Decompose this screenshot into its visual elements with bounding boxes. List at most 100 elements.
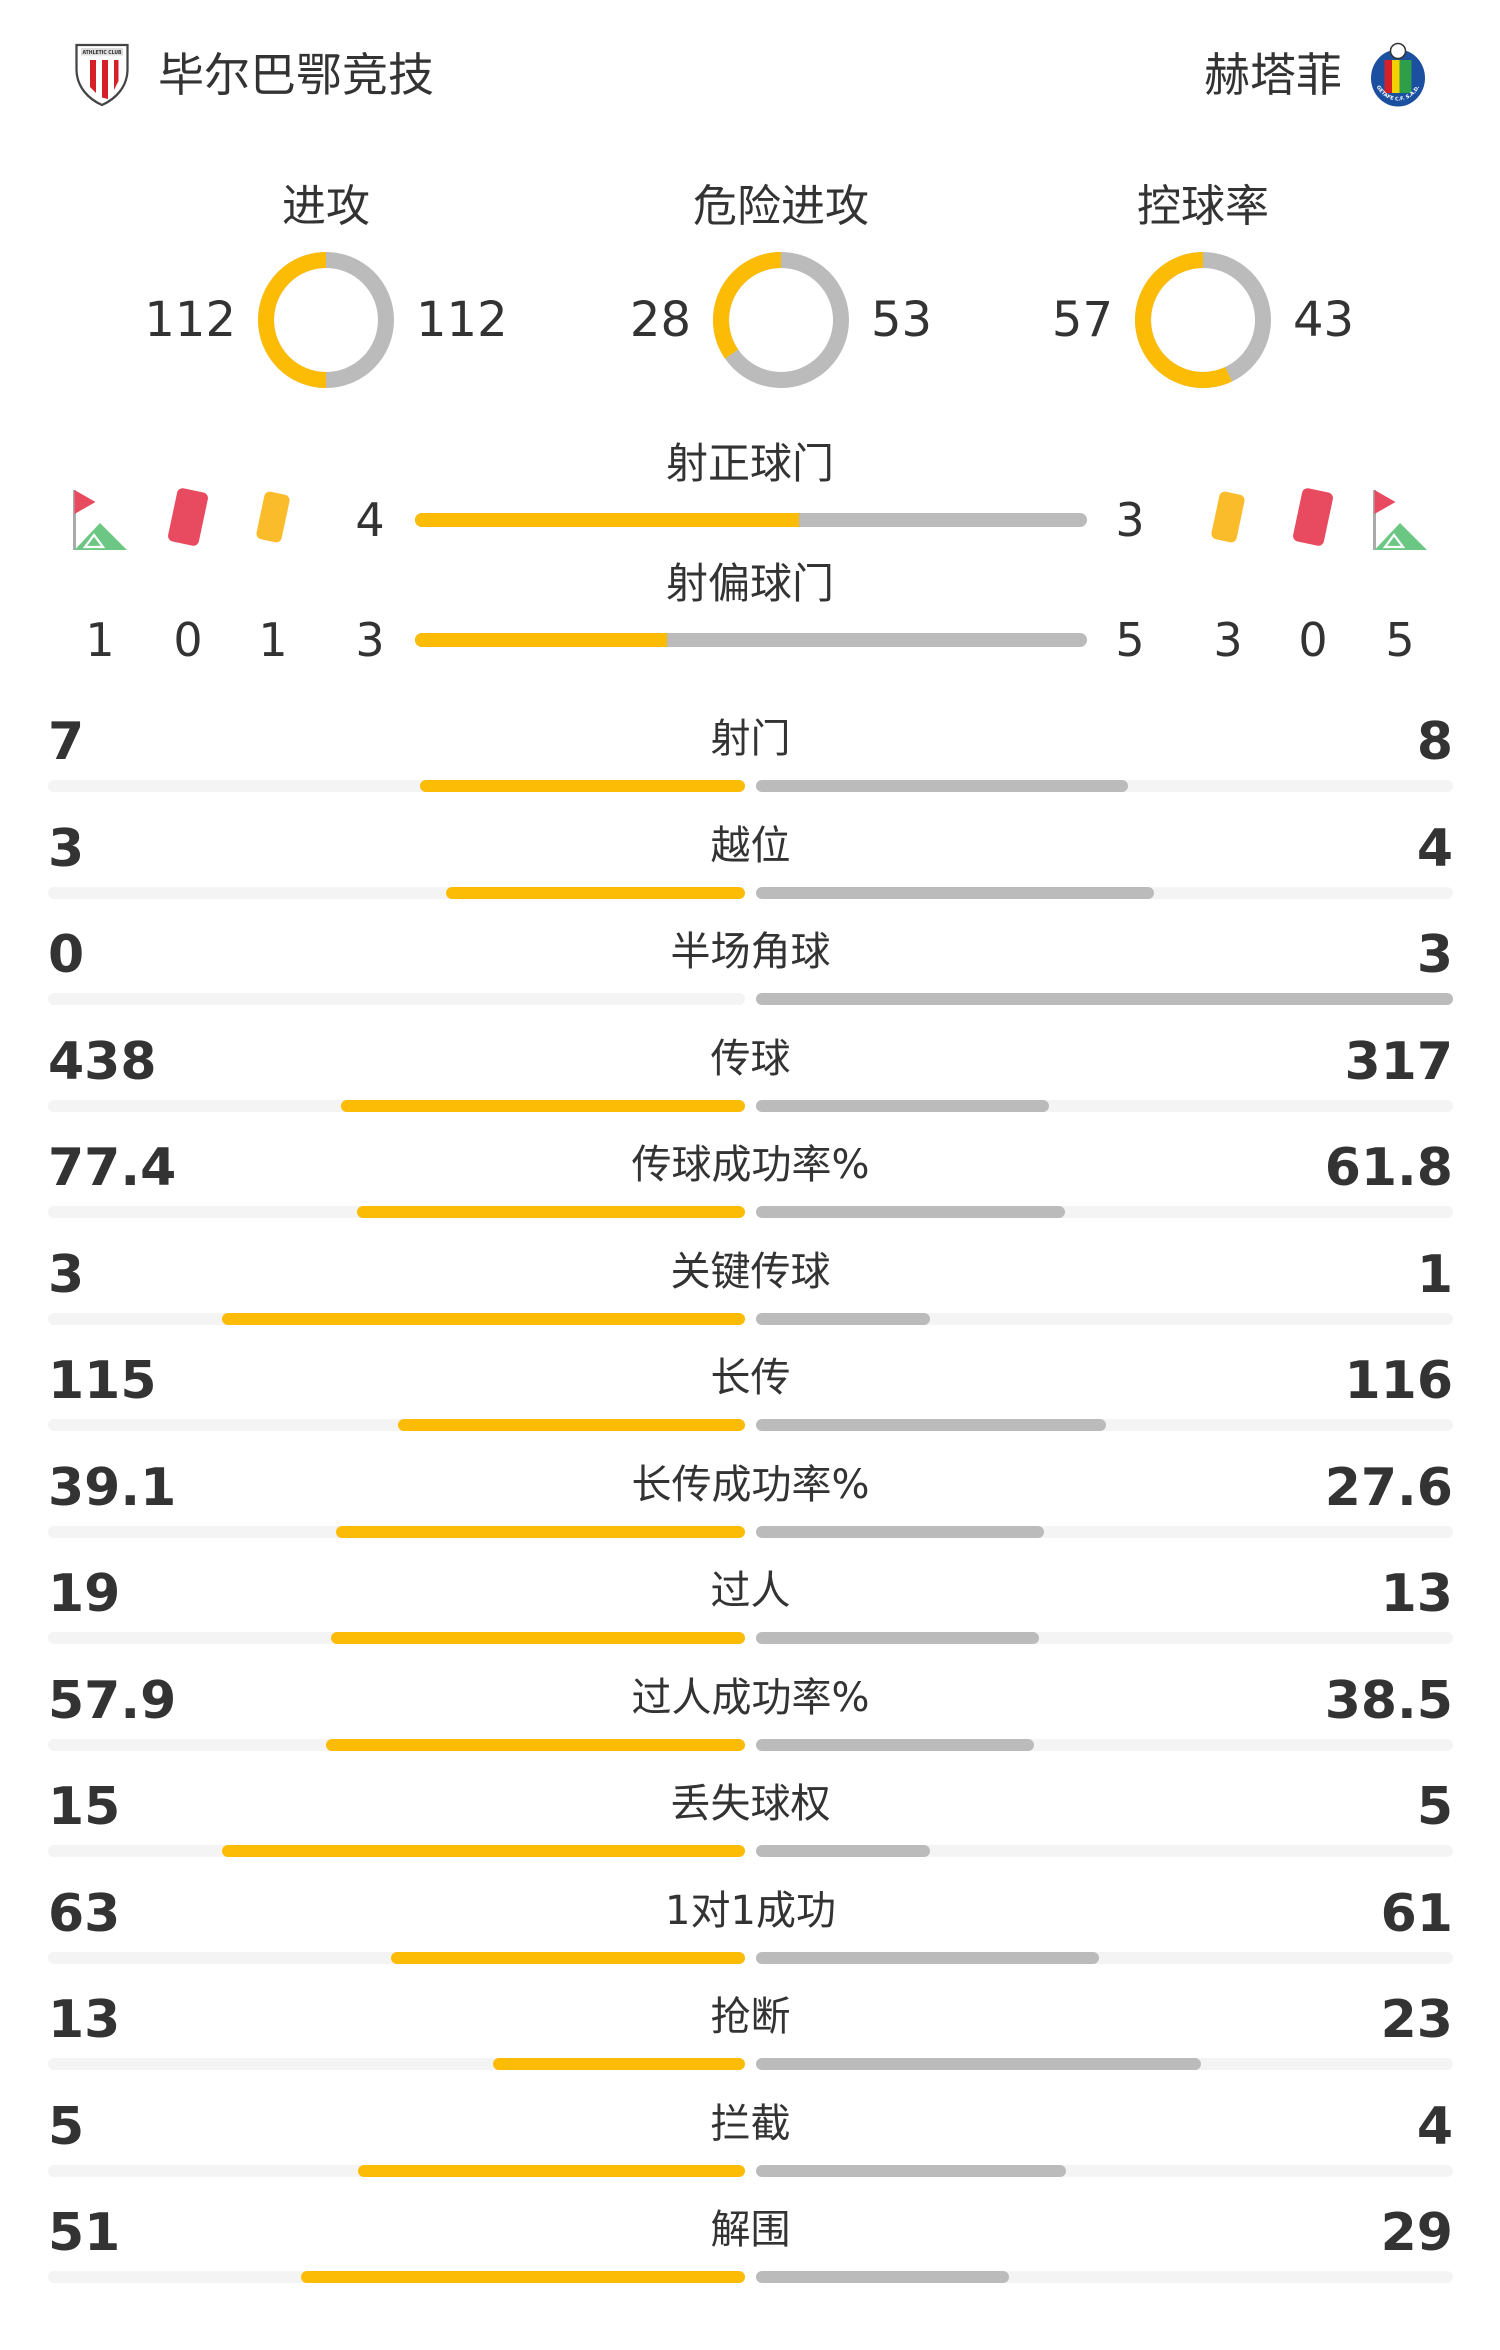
stat-row: 115 长传 116	[48, 1351, 1453, 1457]
stat-away-fill	[756, 1845, 931, 1857]
stat-away-track	[756, 1206, 1453, 1218]
stat-label: 抢断	[710, 1994, 791, 2040]
yellow-card-icon	[1211, 491, 1245, 543]
donut-home-value: 112	[144, 292, 236, 348]
stat-label: 解围	[710, 2207, 791, 2253]
stat-away-fill	[756, 1525, 1045, 1538]
stat-row: 15 丢失球权 5	[48, 1777, 1453, 1883]
stat-away-fill	[756, 886, 1155, 899]
stat-away-track	[756, 780, 1453, 792]
donut-title: 进攻	[282, 181, 370, 232]
home-shots-on-target: 4	[355, 493, 385, 547]
stat-label: 1对1成功	[665, 1887, 836, 1934]
stat-home-track	[48, 2271, 745, 2283]
stat-home-track	[48, 1099, 745, 1112]
home-red-cards: 0	[173, 613, 203, 667]
stat-home-value: 77.4	[48, 1138, 177, 1198]
shots-on-target-home-fill	[415, 513, 799, 527]
stat-home-fill	[357, 2164, 745, 2177]
stat-away-fill	[756, 1099, 1049, 1112]
stat-label: 过人	[710, 1568, 791, 1614]
shots-on-target-bar	[415, 513, 1087, 527]
stat-home-fill	[336, 1525, 745, 1538]
stat-away-track	[756, 1099, 1453, 1112]
stat-row: 51 解围 29	[48, 2203, 1453, 2309]
corner-flag-icon	[1373, 490, 1427, 550]
stat-label: 关键传球	[670, 1248, 831, 1295]
corner-flag-icon	[73, 490, 127, 550]
stat-home-fill	[493, 2058, 745, 2070]
stat-home-value: 15	[48, 1777, 121, 1837]
stat-away-value: 8	[1416, 712, 1453, 772]
stat-home-track	[48, 2058, 745, 2070]
stat-label: 射门	[710, 716, 791, 762]
donut-away-value: 53	[871, 292, 933, 348]
stat-away-track	[756, 1845, 1453, 1857]
stat-away-fill	[756, 1632, 1040, 1644]
donut-title: 危险进攻	[693, 181, 869, 232]
stat-home-track	[48, 1206, 745, 1218]
stat-row: 0 半场角球 3	[48, 925, 1453, 1031]
stat-home-value: 39.1	[48, 1457, 177, 1518]
stat-home-value: 438	[48, 1031, 157, 1092]
stat-home-track	[48, 780, 745, 792]
stat-home-fill	[390, 1951, 745, 1964]
stat-home-track	[48, 2164, 745, 2177]
stat-home-value: 13	[48, 1990, 121, 2050]
stat-home-fill	[331, 1632, 745, 1644]
donut-home-arc	[258, 252, 394, 388]
donut-home-value: 28	[629, 292, 691, 348]
stat-away-fill	[756, 1312, 931, 1325]
stat-home-track	[48, 1312, 745, 1325]
stat-row: 57.9 过人成功率% 38.5	[48, 1671, 1453, 1777]
stat-home-value: 19	[48, 1564, 121, 1624]
stat-label: 过人成功率%	[631, 1674, 870, 1721]
stat-label: 传球	[710, 1035, 791, 1082]
stat-away-value: 61.8	[1324, 1138, 1453, 1198]
stat-away-track	[756, 1632, 1453, 1644]
stat-home-fill	[446, 886, 745, 899]
home-corners: 1	[85, 613, 115, 667]
donut-home-arc	[713, 252, 849, 388]
stat-home-value: 7	[48, 712, 85, 772]
stat-home-fill	[222, 1312, 745, 1325]
donut-chart	[713, 252, 849, 388]
home-yellow-cards: 1	[258, 613, 288, 667]
stat-label: 长传	[710, 1355, 791, 1401]
donut-title: 控球率	[1137, 181, 1269, 232]
stat-away-value: 5	[1416, 1777, 1453, 1837]
stat-away-value: 61	[1380, 1883, 1453, 1944]
stat-away-track	[756, 1951, 1453, 1964]
stat-away-track	[756, 993, 1453, 1005]
yellow-card-icon	[256, 491, 290, 543]
away-red-cards: 0	[1298, 613, 1328, 667]
stat-row: 3 关键传球 1	[48, 1245, 1453, 1351]
stat-away-fill	[756, 1419, 1106, 1431]
stat-away-value: 1	[1416, 1244, 1453, 1305]
stat-away-track	[756, 2058, 1453, 2070]
donut-home-arc	[1135, 252, 1271, 388]
stat-home-track	[48, 1419, 745, 1431]
stat-away-value: 3	[1416, 925, 1453, 985]
away-shots-off-target: 5	[1115, 613, 1145, 667]
away-team-crest: GETAFE C.F. S.A.D.	[1371, 42, 1425, 107]
stat-away-value: 317	[1344, 1031, 1453, 1092]
stat-away-value: 116	[1344, 1351, 1453, 1411]
stat-away-fill	[756, 1738, 1035, 1751]
stat-home-value: 63	[48, 1883, 121, 1944]
stat-row: 3 越位 4	[48, 819, 1453, 925]
stat-away-fill	[756, 780, 1128, 792]
stat-home-value: 57.9	[48, 1670, 177, 1731]
stat-home-track	[48, 1845, 745, 1857]
stat-away-value: 4	[1416, 2096, 1453, 2157]
stat-row: 5 拦截 4	[48, 2097, 1453, 2203]
stat-home-track	[48, 886, 745, 899]
stat-home-value: 51	[48, 2203, 121, 2263]
red-card-icon	[168, 488, 208, 546]
shots-off-target-home-fill	[415, 633, 667, 647]
away-team-name: 赫塔菲	[1204, 48, 1342, 102]
stat-home-fill	[326, 1738, 745, 1751]
stat-away-fill	[756, 993, 1453, 1005]
stat-away-track	[756, 1738, 1453, 1751]
stat-home-track	[48, 1738, 745, 1751]
